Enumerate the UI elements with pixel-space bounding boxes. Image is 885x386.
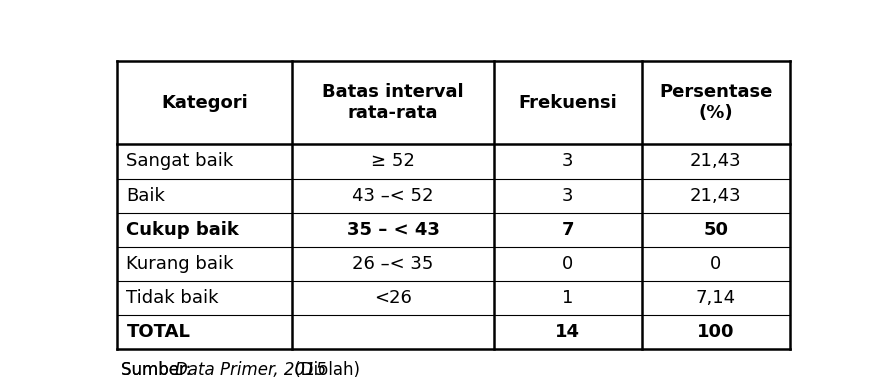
- Text: Sumber:: Sumber:: [121, 361, 196, 379]
- Text: Kurang baik: Kurang baik: [127, 255, 234, 273]
- Text: Sangat baik: Sangat baik: [127, 152, 234, 171]
- Text: 100: 100: [697, 323, 735, 341]
- Text: Sumber:: Sumber:: [121, 361, 196, 379]
- Text: 7: 7: [562, 221, 574, 239]
- Text: ≥ 52: ≥ 52: [371, 152, 415, 171]
- Text: 21,43: 21,43: [690, 152, 742, 171]
- Text: 7,14: 7,14: [696, 289, 735, 307]
- Text: Data Primer, 2015: Data Primer, 2015: [174, 361, 326, 379]
- Text: 0: 0: [562, 255, 573, 273]
- Text: Kategori: Kategori: [161, 94, 248, 112]
- Text: 3: 3: [562, 152, 573, 171]
- Text: Persentase
(%): Persentase (%): [659, 83, 773, 122]
- Text: TOTAL: TOTAL: [127, 323, 190, 341]
- Text: 0: 0: [710, 255, 721, 273]
- Text: Frekuensi: Frekuensi: [519, 94, 617, 112]
- Text: Cukup baik: Cukup baik: [127, 221, 239, 239]
- Text: 3: 3: [562, 187, 573, 205]
- Text: 21,43: 21,43: [690, 187, 742, 205]
- Text: Baik: Baik: [127, 187, 165, 205]
- Text: (Diolah): (Diolah): [289, 361, 360, 379]
- Text: Batas interval
rata-rata: Batas interval rata-rata: [322, 83, 464, 122]
- Text: 14: 14: [555, 323, 581, 341]
- Text: 50: 50: [704, 221, 728, 239]
- Text: Tidak baik: Tidak baik: [127, 289, 219, 307]
- Text: 35 – < 43: 35 – < 43: [347, 221, 440, 239]
- Text: <26: <26: [374, 289, 412, 307]
- Text: 26 –< 35: 26 –< 35: [352, 255, 434, 273]
- Text: 43 –< 52: 43 –< 52: [352, 187, 434, 205]
- Text: 1: 1: [562, 289, 573, 307]
